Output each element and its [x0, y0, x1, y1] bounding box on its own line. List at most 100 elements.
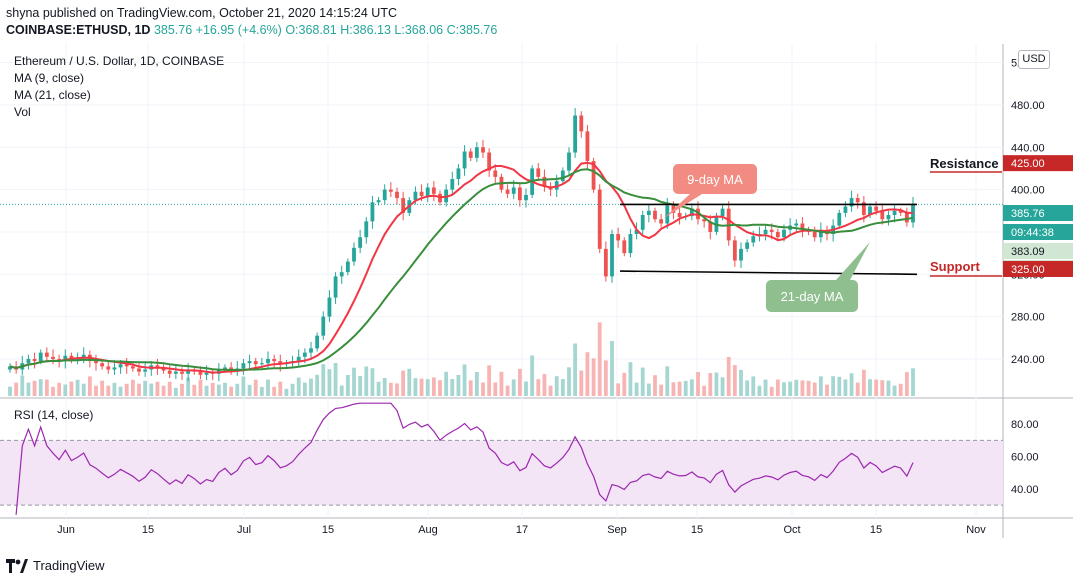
volume-bar: [364, 366, 369, 396]
publish-header: shyna published on TradingView.com, Octo…: [6, 5, 497, 39]
volume-bar: [302, 382, 307, 396]
volume-bar: [775, 379, 780, 396]
volume-bar: [407, 368, 412, 396]
volume-bar: [456, 375, 461, 396]
volume-bar: [333, 363, 338, 396]
candle-body: [401, 198, 406, 213]
volume-bar: [665, 366, 670, 396]
candle-body: [161, 367, 166, 371]
volume-bar: [904, 372, 909, 396]
time-tick-label: Nov: [966, 524, 986, 536]
ma9-callout-box: [673, 164, 757, 194]
volume-bar: [677, 381, 682, 396]
volume-bar: [413, 378, 418, 396]
candle-body: [720, 208, 725, 217]
volume-bar: [87, 376, 92, 396]
time-tick-label: Sep: [607, 524, 627, 536]
time-tick-label: Jul: [237, 524, 251, 536]
volume-bar: [585, 352, 590, 396]
volume-bar: [591, 358, 596, 396]
candle-body: [474, 147, 479, 158]
candle-body: [818, 229, 823, 238]
moving-averages: [9, 161, 914, 374]
volume-bar: [100, 380, 105, 396]
candle-body: [106, 366, 111, 370]
price-tag-text-last: 385.76: [1011, 208, 1045, 220]
candle-body: [517, 187, 522, 201]
candle-body: [542, 176, 547, 187]
volume-bar: [278, 381, 283, 396]
countdown-text: 09:44:38: [1011, 227, 1054, 239]
candle-body: [892, 210, 897, 216]
candle-body: [247, 361, 252, 364]
candle-body: [874, 206, 879, 211]
candle-body: [94, 361, 98, 364]
volume-bar: [548, 385, 553, 396]
volume-bar: [382, 378, 387, 396]
volume-bar: [714, 372, 719, 396]
candle-body: [32, 358, 37, 362]
price-tag-resistance: [1003, 155, 1073, 172]
volume-bar: [339, 385, 344, 396]
volume-bar: [892, 385, 897, 396]
volume-bar: [634, 382, 639, 396]
candle-body: [118, 364, 123, 368]
candle-body: [223, 367, 227, 370]
volume-bar: [481, 382, 485, 396]
candle-body: [849, 198, 854, 207]
volume-bar: [573, 343, 578, 396]
volume-bar: [530, 355, 535, 396]
candle-body: [198, 371, 203, 375]
candle-body: [487, 152, 492, 171]
candle-body: [597, 189, 602, 249]
volume-bar: [20, 375, 25, 396]
volume-bar: [653, 375, 657, 396]
price-tag-support: [1003, 260, 1073, 277]
candle-body: [911, 204, 915, 223]
volume-bar: [161, 385, 166, 396]
candle-body: [450, 179, 455, 190]
volume-bar: [425, 379, 430, 396]
currency-button[interactable]: USD: [1018, 50, 1050, 69]
candle-body: [794, 223, 799, 226]
candle-body: [124, 364, 129, 367]
volume-bar: [493, 382, 498, 396]
volume-bar: [272, 386, 277, 396]
volume-bar: [321, 364, 326, 396]
candle-body: [904, 212, 909, 223]
candle-body: [886, 215, 891, 220]
candle-body: [837, 212, 842, 226]
volume-bar: [788, 381, 793, 396]
volume-bar: [167, 381, 172, 396]
countdown-tag: [1003, 224, 1073, 240]
volume-bar: [505, 385, 510, 396]
candle-body: [671, 205, 676, 213]
candle-body: [364, 221, 369, 238]
volume-bar: [825, 384, 829, 396]
price-axis: 520.00480.00440.00400.00360.00320.00280.…: [1003, 58, 1073, 366]
volume-bar: [861, 369, 866, 396]
volume-bar: [137, 383, 141, 396]
candle-body: [173, 371, 178, 374]
candle-body: [622, 240, 627, 254]
volume-bar: [769, 386, 774, 396]
ma21-callout-pointer: [836, 242, 870, 280]
rsi-panel: 80.00 60.00 40.00: [0, 402, 1039, 515]
volume-bar: [855, 382, 860, 396]
volume-bar: [616, 383, 621, 396]
price-tick-label: 480.00: [1011, 100, 1045, 112]
time-tick-label: 15: [870, 524, 882, 536]
volume-bar: [536, 379, 541, 396]
publisher-line: shyna published on TradingView.com, Octo…: [6, 6, 397, 20]
candle-body: [665, 205, 670, 224]
volume-bar: [628, 362, 633, 396]
volume-bar: [419, 378, 424, 396]
volume-bar: [431, 377, 436, 396]
volume-bar: [640, 367, 645, 396]
volume-bar: [149, 383, 154, 396]
candle-body: [204, 372, 209, 375]
price-tick-label: 400.00: [1011, 185, 1045, 197]
candle-body: [321, 316, 326, 336]
volume-bar: [524, 381, 528, 396]
